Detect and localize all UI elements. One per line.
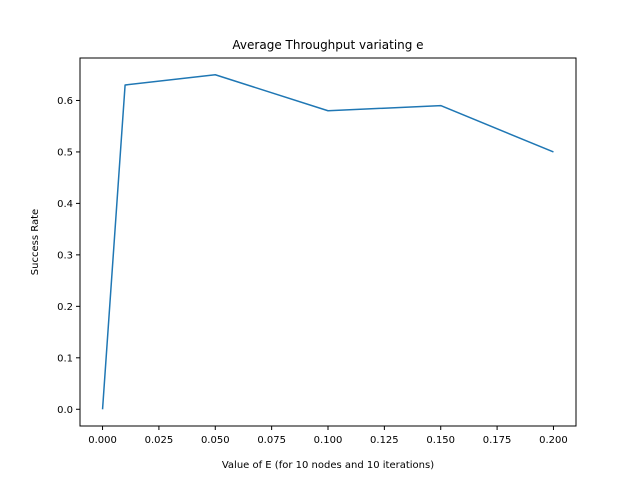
x-tick-label: 0.075 xyxy=(257,435,286,446)
y-tick-label: 0.0 xyxy=(57,405,73,416)
x-tick-label: 0.150 xyxy=(426,435,455,446)
plot-frame xyxy=(79,57,577,427)
y-tick-label: 0.1 xyxy=(57,353,73,364)
x-tick-label: 0.200 xyxy=(539,435,568,446)
y-tick-label: 0.4 xyxy=(57,199,73,210)
y-tick-label: 0.6 xyxy=(57,96,73,107)
y-tick-label: 0.5 xyxy=(57,147,73,158)
x-tick-label: 0.175 xyxy=(483,435,512,446)
x-tick-label: 0.100 xyxy=(314,435,343,446)
y-tick-label: 0.3 xyxy=(57,250,73,261)
axis-ticks: 0.000 0.025 0.050 0.075 0.100 0.125 0.150 0.175… xyxy=(57,96,568,446)
series-layer xyxy=(101,73,554,410)
chart-title: Average Throughput variating e xyxy=(232,38,423,52)
x-tick-label: 0.125 xyxy=(370,435,399,446)
x-tick-label: 0.025 xyxy=(145,435,174,446)
y-tick-label: 0.2 xyxy=(57,302,73,313)
x-tick-label: 0.050 xyxy=(201,435,230,446)
x-axis-label: Value of E (for 10 nodes and 10 iteratio… xyxy=(222,460,434,471)
series-line xyxy=(101,73,554,410)
x-tick-label: 0.000 xyxy=(88,435,117,446)
y-axis-label: Success Rate xyxy=(30,209,41,275)
